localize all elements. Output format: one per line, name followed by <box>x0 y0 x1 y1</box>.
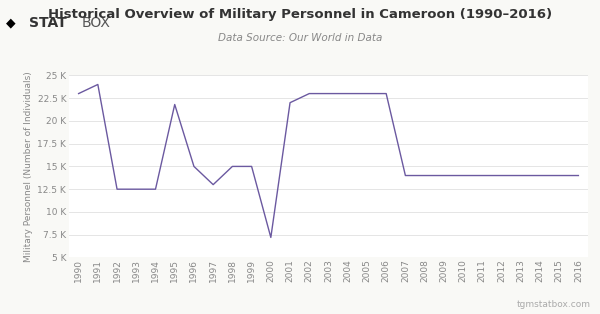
Y-axis label: Military Personnel (Number of Individuals): Military Personnel (Number of Individual… <box>24 71 33 262</box>
Text: Data Source: Our World in Data: Data Source: Our World in Data <box>218 33 382 43</box>
Text: Historical Overview of Military Personnel in Cameroon (1990–2016): Historical Overview of Military Personne… <box>48 8 552 21</box>
Text: ◆: ◆ <box>6 17 16 30</box>
Text: tgmstatbox.com: tgmstatbox.com <box>517 300 591 309</box>
Text: STAT: STAT <box>29 16 67 30</box>
Text: BOX: BOX <box>82 16 111 30</box>
